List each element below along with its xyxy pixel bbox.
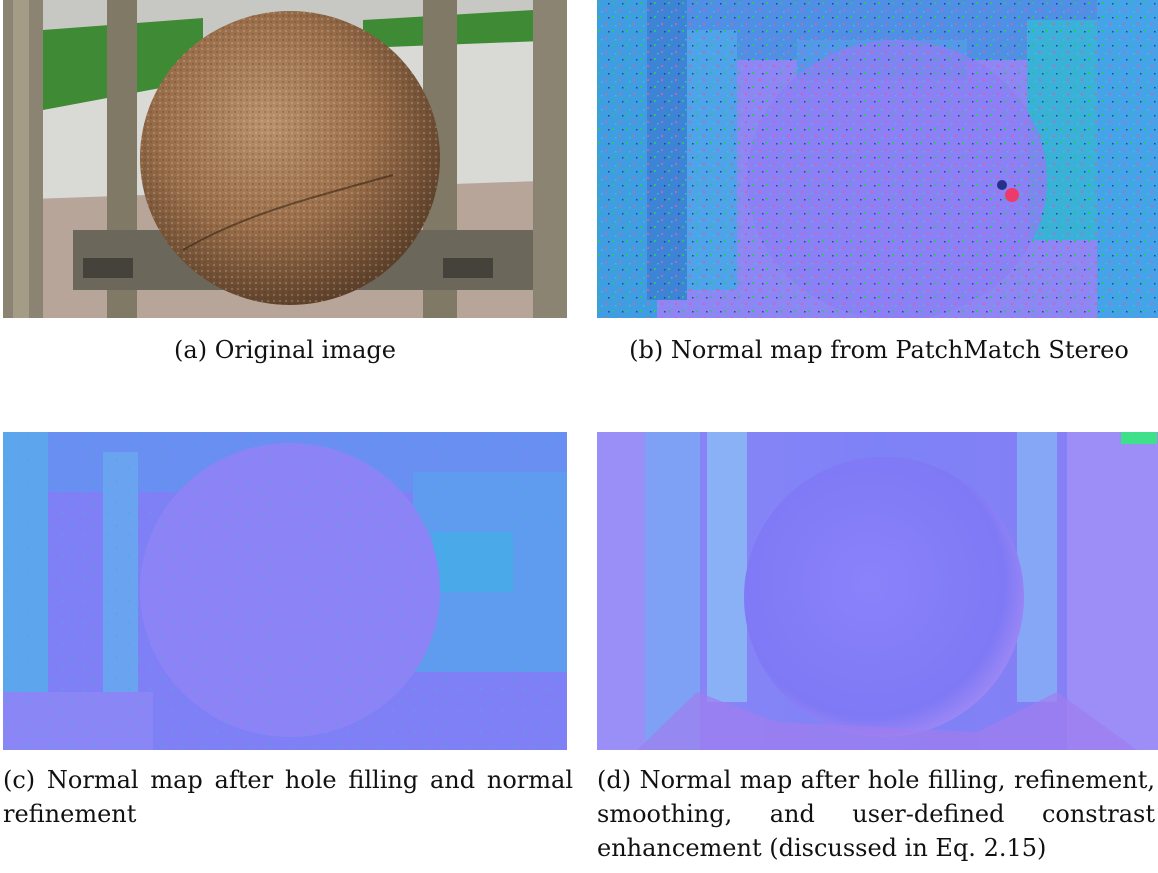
normal-map-noisy-image [597, 0, 1158, 318]
caption-a: (a) Original image [174, 336, 396, 364]
stone-sphere-photo [3, 0, 567, 318]
normal-map-hole-filled [3, 432, 567, 750]
caption-d: (d) Normal map after hole filling, refin… [597, 766, 1155, 862]
normal-map-smoothed-image [597, 432, 1158, 750]
original-image [3, 0, 567, 318]
caption-b: (b) Normal map from PatchMatch Stereo [629, 336, 1129, 364]
caption-c: (c) Normal map after hole filling and no… [3, 766, 573, 828]
normal-map-patchmatch [597, 0, 1158, 318]
normal-map-smoothed [597, 432, 1158, 750]
normal-map-refined-image [3, 432, 567, 750]
